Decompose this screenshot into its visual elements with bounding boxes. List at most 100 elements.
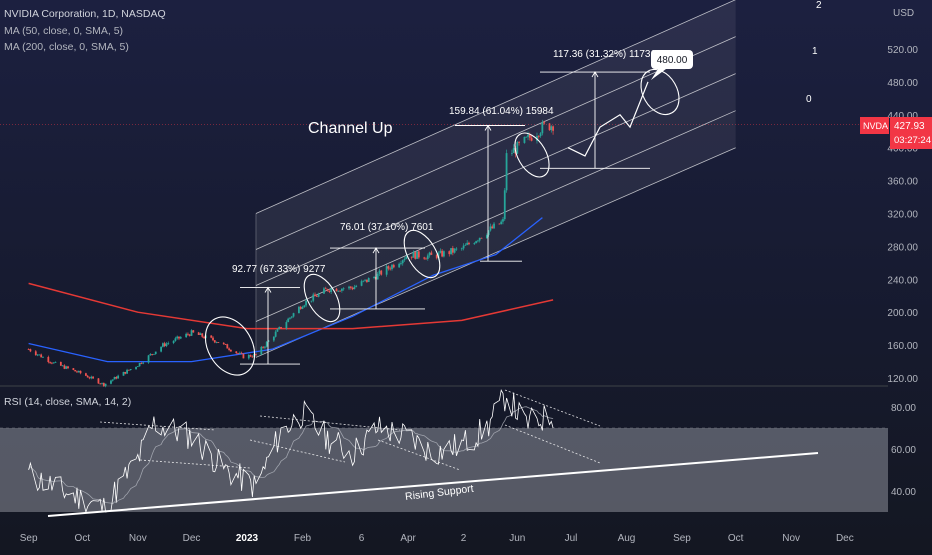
candle-body[interactable] bbox=[110, 380, 112, 384]
candle-body[interactable] bbox=[140, 362, 143, 364]
channel-line[interactable] bbox=[255, 73, 736, 286]
candle-body[interactable] bbox=[163, 343, 166, 347]
candle-body[interactable] bbox=[414, 252, 417, 259]
candle-body[interactable] bbox=[441, 250, 444, 257]
candle-body[interactable] bbox=[392, 264, 395, 268]
candle-body[interactable] bbox=[435, 254, 438, 259]
candle-body[interactable] bbox=[104, 383, 107, 387]
candle-body[interactable] bbox=[217, 342, 220, 343]
candle-body[interactable] bbox=[255, 353, 257, 355]
candle-body[interactable] bbox=[65, 366, 68, 369]
candle-body[interactable] bbox=[317, 293, 320, 297]
candle-body[interactable] bbox=[287, 318, 290, 323]
candle-body[interactable] bbox=[147, 355, 150, 363]
candle-body[interactable] bbox=[187, 333, 189, 335]
candle-body[interactable] bbox=[42, 356, 44, 358]
candle-body[interactable] bbox=[326, 289, 329, 291]
candle-body[interactable] bbox=[355, 285, 358, 287]
candle-body[interactable] bbox=[337, 290, 340, 292]
candle-body[interactable] bbox=[176, 336, 179, 339]
candle-body[interactable] bbox=[138, 362, 141, 367]
candle-body[interactable] bbox=[63, 365, 66, 369]
candle-body[interactable] bbox=[185, 333, 188, 338]
candle-body[interactable] bbox=[403, 259, 406, 261]
candle-body[interactable] bbox=[405, 256, 408, 260]
candle-body[interactable] bbox=[278, 326, 281, 330]
candle-body[interactable] bbox=[213, 340, 216, 343]
candle-body[interactable] bbox=[247, 354, 250, 359]
candle-body[interactable] bbox=[67, 366, 69, 369]
candle-body[interactable] bbox=[362, 280, 365, 282]
candle-body[interactable] bbox=[387, 266, 390, 269]
candle-body[interactable] bbox=[226, 344, 229, 349]
candle-body[interactable] bbox=[376, 273, 379, 280]
candle-body[interactable] bbox=[466, 242, 469, 245]
candle-body[interactable] bbox=[136, 366, 139, 368]
candle-body[interactable] bbox=[102, 382, 105, 387]
candle-body[interactable] bbox=[126, 369, 128, 374]
candle-body[interactable] bbox=[428, 252, 431, 256]
highlight-ellipse[interactable] bbox=[195, 308, 264, 384]
candle-body[interactable] bbox=[161, 343, 164, 347]
candle-body[interactable] bbox=[47, 356, 50, 363]
candle-body[interactable] bbox=[272, 336, 275, 341]
candle-body[interactable] bbox=[262, 346, 265, 348]
candle-body[interactable] bbox=[238, 352, 241, 354]
candle-body[interactable] bbox=[76, 371, 78, 373]
candle-body[interactable] bbox=[240, 352, 243, 354]
candle-body[interactable] bbox=[314, 294, 316, 297]
candle-body[interactable] bbox=[274, 331, 277, 337]
candle-body[interactable] bbox=[511, 152, 513, 154]
candle-body[interactable] bbox=[99, 383, 102, 385]
candle-body[interactable] bbox=[468, 242, 470, 245]
candle-body[interactable] bbox=[367, 278, 370, 282]
candle-body[interactable] bbox=[315, 296, 318, 297]
rsi-trendline[interactable] bbox=[504, 424, 601, 464]
candle-body[interactable] bbox=[249, 354, 252, 357]
candle-body[interactable] bbox=[373, 276, 375, 279]
candle-body[interactable] bbox=[178, 336, 180, 339]
candle-body[interactable] bbox=[528, 134, 531, 138]
rsi-trendline[interactable] bbox=[99, 421, 216, 431]
candle-body[interactable] bbox=[401, 260, 404, 264]
candle-body[interactable] bbox=[88, 377, 91, 379]
candle-body[interactable] bbox=[52, 362, 55, 364]
candle-body[interactable] bbox=[72, 368, 75, 370]
candle-body[interactable] bbox=[348, 286, 350, 289]
candle-body[interactable] bbox=[51, 362, 53, 364]
ma200-legend[interactable]: MA (200, close, 0, SMA, 5) bbox=[4, 41, 129, 53]
rising-support-line[interactable] bbox=[47, 452, 819, 517]
target-callout[interactable]: 480.00 bbox=[651, 50, 693, 80]
rsi-sma-line[interactable] bbox=[28, 406, 554, 505]
candle-body[interactable] bbox=[505, 153, 508, 191]
candle-body[interactable] bbox=[92, 376, 94, 379]
candle-body[interactable] bbox=[423, 257, 426, 259]
candle-body[interactable] bbox=[525, 136, 528, 138]
candle-body[interactable] bbox=[543, 122, 546, 124]
candle-body[interactable] bbox=[450, 248, 452, 255]
candle-body[interactable] bbox=[453, 248, 456, 253]
candle-body[interactable] bbox=[86, 375, 89, 378]
candle-body[interactable] bbox=[351, 287, 354, 290]
candle-body[interactable] bbox=[160, 346, 162, 352]
candle-body[interactable] bbox=[455, 248, 458, 250]
candle-body[interactable] bbox=[165, 343, 168, 347]
candle-body[interactable] bbox=[228, 348, 231, 350]
candle-body[interactable] bbox=[439, 250, 442, 253]
candle-body[interactable] bbox=[113, 376, 116, 380]
channel-line[interactable] bbox=[255, 36, 736, 250]
candle-body[interactable] bbox=[129, 369, 132, 371]
rsi-legend[interactable]: RSI (14, close, SMA, 14, 2) bbox=[4, 396, 131, 408]
candle-body[interactable] bbox=[85, 373, 87, 376]
ma200-line[interactable] bbox=[28, 282, 554, 330]
candle-body[interactable] bbox=[516, 142, 519, 154]
candle-body[interactable] bbox=[265, 341, 268, 347]
rsi-trendline[interactable] bbox=[504, 389, 601, 427]
candle-body[interactable] bbox=[339, 290, 341, 292]
candle-body[interactable] bbox=[36, 354, 39, 356]
candle-body[interactable] bbox=[222, 342, 225, 345]
candle-body[interactable] bbox=[124, 371, 127, 374]
channel-line[interactable] bbox=[255, 110, 736, 322]
candle-body[interactable] bbox=[527, 134, 529, 137]
candle-body[interactable] bbox=[305, 300, 307, 306]
